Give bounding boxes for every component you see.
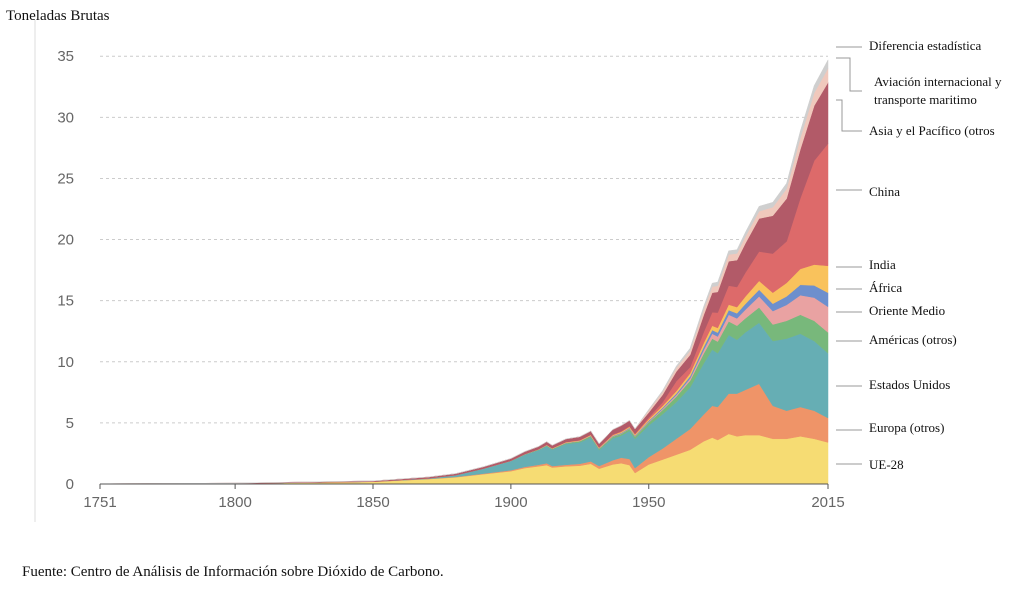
x-tick-label: 1950 [632,494,665,511]
x-tick-label: 1800 [218,494,251,511]
x-tick-label: 1900 [494,494,527,511]
legend-label: China [869,184,900,199]
legend-label: transporte maritimo [874,92,977,107]
legend-label: Estados Unidos [869,377,950,392]
legend-label: Américas (otros) [869,332,957,347]
series-area [99,59,829,485]
axis-layer: 0 5 10 15 20 25 30 35 1751 1800 1850 1900 1950 2015 [57,48,844,511]
y-tick-label: 15 [57,293,74,310]
x-tick-label: 1850 [356,494,389,511]
x-tick-label: 2015 [811,494,844,511]
y-tick-label: 20 [57,232,74,249]
y-tick-label: 0 [66,476,74,493]
x-tick-label: 1751 [83,494,116,511]
legend-label: UE-28 [869,457,904,472]
legend-label: Europa (otros) [869,420,944,435]
legend-leader [836,57,862,92]
y-tick-label: 10 [57,354,74,371]
legend-leader [836,99,862,132]
legend-label: África [869,280,902,295]
legend-label: Aviación internacional y [874,74,1002,89]
legend-layer: Diferencia estadística Aviación internaci… [836,38,1002,472]
legend-label: Asia y el Pacífico (otros [869,123,995,138]
y-axis-title: Toneladas Brutas [6,8,110,24]
legend-label: India [869,257,896,272]
y-tick-label: 5 [66,415,74,432]
y-tick-label: 30 [57,109,74,126]
y-tick-label: 25 [57,170,74,187]
y-tick-label: 35 [57,48,74,65]
legend-label: Oriente Medio [869,303,945,318]
area-layer [99,59,829,485]
source-note: Fuente: Centro de Análisis de Informació… [22,564,444,580]
legend-label: Diferencia estadística [869,38,981,53]
